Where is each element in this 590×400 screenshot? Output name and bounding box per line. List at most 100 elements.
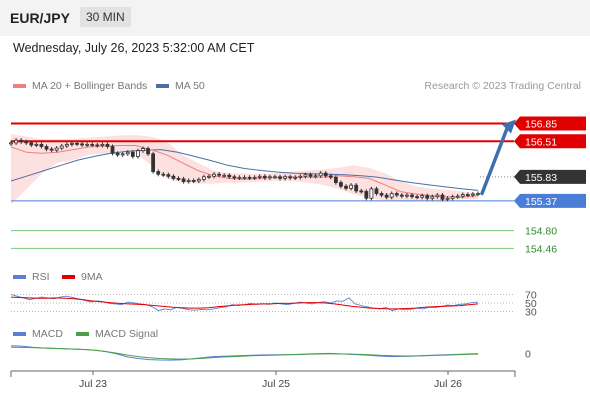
candle-body [399, 194, 404, 197]
candle-body [288, 176, 293, 179]
candle-body [201, 176, 206, 180]
candle-body [415, 196, 419, 199]
candle-body [207, 175, 211, 178]
legend-rsi-label: RSI [32, 271, 50, 283]
candle-body [39, 144, 44, 147]
ma20-swatch [13, 84, 26, 88]
candle-body [105, 144, 110, 147]
candle-body [146, 148, 150, 155]
candle-body [389, 193, 394, 198]
candle-body [476, 193, 480, 195]
timeframe-button[interactable]: 30 MIN [80, 7, 131, 27]
ma50-line [10, 149, 479, 191]
candle-body [196, 179, 201, 182]
x-tick-label: Jul 26 [434, 378, 462, 390]
rsi-swatch [13, 275, 26, 279]
rsi-ma9-line [10, 296, 479, 310]
candle-body [440, 194, 445, 200]
candle-body [115, 152, 120, 156]
candle-body [293, 176, 298, 179]
candle-body [125, 151, 130, 155]
legend-ma20-label: MA 20 + Bollinger Bands [32, 80, 148, 92]
candle-body [242, 176, 247, 179]
candle-body [9, 142, 13, 145]
x-tick-label: Jul 25 [262, 378, 290, 390]
candle-body [227, 174, 232, 178]
candle-body [186, 180, 191, 182]
candle-body [425, 195, 430, 199]
projection-arrow [480, 126, 509, 196]
candle-body [166, 174, 171, 177]
candle-body [262, 175, 267, 179]
legend-signal-label: MACD Signal [95, 328, 159, 340]
ma9-swatch [62, 275, 75, 279]
level-label-3: 155.37 [525, 196, 557, 208]
legend-macd-label: MACD [32, 328, 63, 340]
candle-body [136, 150, 140, 157]
candle-body [318, 172, 323, 177]
level-tag-3 [514, 193, 586, 208]
candle-body [151, 153, 156, 172]
candle-body [232, 176, 237, 179]
candle-body [75, 142, 79, 145]
macd-tick-label: 0 [525, 348, 531, 360]
candle-body [471, 193, 475, 196]
rsi-tick-label: 30 [525, 307, 537, 319]
chart-timestamp: Wednesday, July 26, 2023 5:32:00 AM CET [13, 41, 255, 55]
candle-body [141, 148, 145, 152]
level-label-2: 155.83 [525, 172, 557, 184]
candle-body [44, 146, 49, 150]
legend-macd: MACD [13, 328, 63, 340]
candle-body [252, 176, 257, 179]
legend-ma50: MA 50 [156, 80, 205, 92]
candle-body [181, 178, 186, 182]
candle-body [455, 195, 460, 198]
legend-macd-signal: MACD Signal [76, 328, 158, 340]
candle-body [267, 176, 272, 179]
candle-body [313, 175, 318, 178]
candle-body [49, 148, 54, 151]
candle-body [339, 182, 343, 187]
legend-9ma: 9MA [62, 271, 103, 283]
candle-body [349, 184, 353, 189]
candle-body [278, 176, 282, 179]
candle-body [323, 172, 328, 177]
candle-body [156, 171, 161, 175]
candle-body [333, 176, 338, 183]
candle-body [359, 190, 364, 193]
candle-body [374, 188, 379, 194]
candle-body [405, 194, 409, 197]
candle-body [120, 153, 125, 156]
candle-body [100, 144, 105, 146]
candle-body [379, 193, 384, 196]
candle-body [19, 139, 24, 143]
candle-body [247, 176, 252, 179]
candle-body [450, 196, 455, 199]
candle-body [34, 144, 39, 146]
candle-body [90, 144, 95, 146]
level-tag-2 [514, 169, 586, 184]
candle-body [191, 180, 196, 182]
candle-body [237, 176, 242, 179]
level-label-1: 156.51 [525, 136, 557, 148]
legend-ma50-label: MA 50 [175, 80, 205, 92]
candle-body [303, 174, 308, 177]
ma50-swatch [156, 84, 169, 88]
candle-body [435, 194, 440, 198]
projection-arrowhead [502, 119, 516, 134]
candle-body [465, 194, 470, 196]
candle-body [212, 173, 216, 177]
candle-body [95, 144, 100, 147]
macd-line [10, 345, 479, 361]
candle-body [364, 191, 369, 199]
legend-ma20: MA 20 + Bollinger Bands [13, 80, 147, 92]
level-label-5: 154.46 [525, 243, 557, 255]
candle-body [384, 194, 389, 198]
candle-body [59, 145, 64, 149]
candle-body [70, 142, 74, 145]
candle-body [344, 185, 348, 189]
rsi-tick-label: 70 [525, 290, 537, 302]
level-label-0: 156.85 [525, 119, 557, 131]
macd-signal-line [10, 346, 479, 360]
